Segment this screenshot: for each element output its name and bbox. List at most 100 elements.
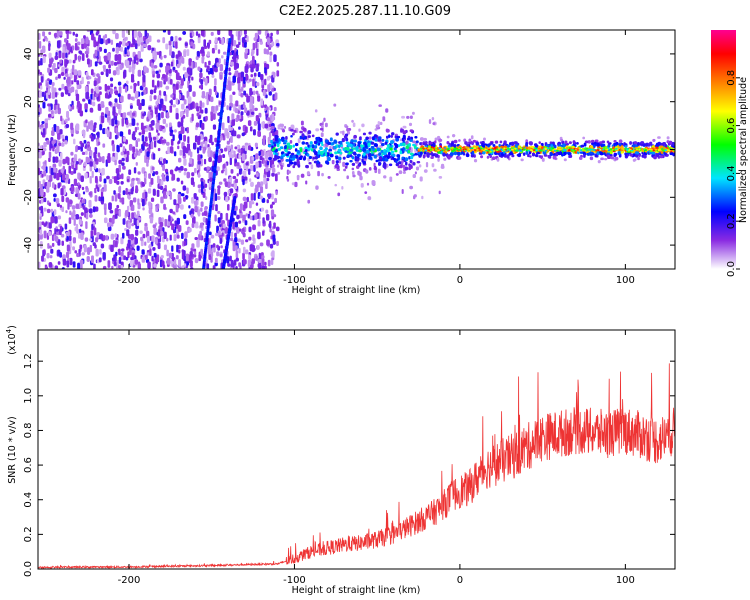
spectrogram-cell: [147, 188, 152, 194]
spectrogram-cell: [55, 197, 60, 204]
spectrogram-cell: [270, 125, 275, 130]
spectrogram-cell: [242, 196, 247, 202]
spectrogram-cell: [64, 89, 69, 95]
spectrogram-cell: [230, 231, 234, 238]
spectrogram-cell: [99, 124, 103, 131]
spectrogram-cell: [415, 140, 419, 144]
spectrogram-cell: [207, 43, 210, 49]
spectrogram-cell: [137, 171, 141, 175]
spectrogram-cell: [75, 214, 80, 220]
spectrogram-cell: [276, 155, 280, 160]
spectrogram-cell: [352, 174, 356, 178]
spectrogram-cell: [194, 258, 199, 264]
spectrogram-cell: [99, 38, 104, 45]
spectrogram-cell: [122, 40, 126, 47]
spectrogram-cell: [106, 53, 111, 61]
spectrogram-cell: [262, 230, 265, 236]
spectrogram-cell: [366, 182, 370, 186]
spectrogram-cell: [341, 185, 344, 190]
spectrogram-cell: [219, 253, 223, 257]
spectrogram-cell: [204, 196, 208, 200]
spectrogram-cell: [264, 108, 267, 112]
spectrogram-cell: [564, 140, 568, 145]
spectrogram-cell: [116, 61, 120, 65]
spectrogram-cell: [409, 115, 413, 119]
spectrogram-cell: [233, 39, 237, 47]
spectrogram-cell: [112, 30, 116, 35]
spectrogram-cell: [362, 152, 366, 156]
spectrogram-cell: [48, 245, 52, 249]
spectrogram-cell: [208, 60, 211, 66]
spectrogram-cell: [74, 42, 78, 51]
spectrogram-cell: [110, 88, 113, 95]
spectrogram-cell: [232, 240, 236, 247]
spectrogram-cell: [368, 156, 372, 160]
spectrogram-cell: [114, 233, 118, 238]
spectrogram-cell: [301, 133, 305, 138]
spectrogram-cell: [65, 173, 69, 181]
spectrogram-cell: [171, 51, 175, 59]
spectrogram-cell: [543, 154, 548, 157]
spectrogram-cell: [131, 177, 135, 181]
spectrogram-cell: [277, 171, 281, 175]
spectrogram-cell: [395, 143, 399, 149]
spectrogram-cell: [121, 118, 124, 127]
spectrogram-cell: [131, 118, 136, 126]
spectrogram-cell: [217, 217, 221, 224]
spectrogram-cell: [148, 208, 153, 215]
spectrogram-cell: [103, 184, 107, 192]
spectrogram-cell: [167, 190, 170, 196]
spectrogram-cell: [671, 141, 675, 146]
spectrogram-cell: [111, 265, 114, 269]
spectrogram-cell: [556, 149, 559, 152]
spectrogram-cell: [217, 210, 221, 215]
spectrogram-cell: [105, 73, 109, 78]
spectrogram-cell: [211, 203, 215, 211]
spectrogram-cell: [101, 104, 105, 108]
spectrogram-cell: [149, 248, 152, 257]
spectrogram-cell: [495, 148, 499, 151]
spectrogram-cell: [302, 127, 307, 132]
spectrogram-cell: [188, 205, 191, 209]
spectrogram-cell: [538, 147, 541, 150]
spectrogram-cell: [351, 167, 355, 171]
spectrogram-cell: [134, 126, 137, 133]
spectrogram-cell: [217, 30, 221, 36]
spectrogram-cell: [53, 193, 57, 198]
spectrogram-cell: [438, 190, 441, 195]
spectrogram-cell: [230, 169, 234, 174]
spectrogram-cell: [133, 30, 137, 38]
spectrogram-cell: [162, 37, 166, 44]
spectrogram-cell: [145, 38, 150, 45]
spectrogram-cell: [394, 135, 398, 139]
spectrogram-cell: [271, 160, 275, 165]
spectrogram-cell: [638, 154, 641, 158]
spectrogram-cell: [104, 207, 107, 216]
spectrogram-cell: [48, 43, 51, 52]
spectrogram-cell: [270, 32, 273, 37]
spectrogram-cell: [181, 252, 185, 260]
spectrogram-cell: [61, 240, 64, 247]
spectrogram-cell: [151, 166, 155, 171]
spectrogram-cell: [76, 41, 81, 46]
spectrogram-cell: [266, 117, 271, 122]
spectrogram-cell: [216, 195, 221, 201]
spectrogram-cell: [97, 75, 101, 84]
spectrogram-cell: [182, 148, 186, 157]
spectrogram-cell: [244, 220, 248, 226]
spectrogram-cell: [449, 152, 454, 156]
spectrogram-cell: [173, 151, 177, 157]
spectrogram-cell: [235, 265, 238, 269]
spectrogram-cell: [453, 139, 458, 144]
spectrogram-cell: [86, 255, 90, 262]
spectrogram-cell: [194, 167, 197, 174]
spectrogram-cell: [118, 174, 123, 178]
spectrogram-cell: [291, 182, 295, 186]
spectrogram-cell: [480, 155, 484, 159]
spectrogram-cell: [144, 191, 148, 198]
spectrogram-cell: [57, 103, 60, 111]
spectrogram-cell: [267, 259, 271, 267]
spectrogram-cell: [609, 148, 613, 151]
spectrogram-cell: [178, 259, 182, 267]
spectrogram-cell: [252, 215, 255, 221]
